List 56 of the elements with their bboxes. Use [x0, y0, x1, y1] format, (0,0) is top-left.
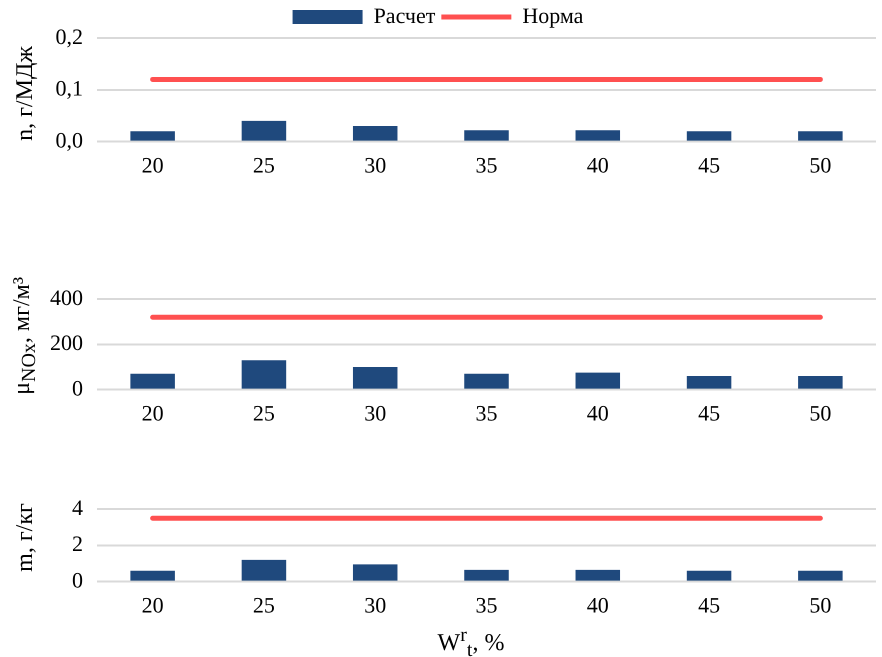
legend-label: Норма	[522, 2, 584, 28]
bar	[130, 374, 175, 389]
x-tick-label: 50	[809, 152, 832, 178]
bar	[464, 374, 509, 389]
x-tick-label: 40	[586, 400, 609, 426]
y-tick-label: 0,1	[56, 76, 83, 101]
x-axis-title: W$^{r}$$_{t}$, %	[436, 624, 506, 657]
bar	[576, 372, 620, 389]
y-tick-label: 0	[72, 375, 83, 400]
y-tick-label: 0,2	[56, 24, 83, 49]
x-tick-label: 25	[252, 592, 275, 618]
x-tick-label: 35	[476, 400, 498, 426]
y-tick-label: 0	[72, 567, 83, 592]
x-tick-label: 25	[252, 400, 275, 426]
y-tick-label: 200	[50, 330, 83, 356]
x-tick-label: 20	[142, 152, 164, 178]
x-tick-label: 20	[142, 592, 164, 618]
bar	[798, 131, 843, 141]
x-tick-label: 30	[364, 400, 386, 426]
bar	[130, 131, 175, 141]
x-tick-label: 35	[476, 152, 498, 178]
x-tick-label: 45	[698, 592, 720, 618]
y-axis-title: m, г/кг	[12, 502, 38, 572]
x-tick-label: 50	[809, 400, 832, 426]
bar	[686, 570, 732, 581]
x-tick-label: 25	[252, 152, 275, 178]
bar	[352, 564, 398, 581]
y-tick-label: 2	[72, 531, 83, 556]
y-tick-label: 0,0	[56, 127, 83, 152]
x-tick-label: 40	[586, 152, 609, 178]
bar	[686, 376, 732, 389]
x-tick-label: 20	[142, 400, 164, 426]
x-tick-label: 30	[364, 592, 386, 618]
bar	[798, 570, 843, 581]
bar	[130, 570, 175, 581]
bar	[576, 130, 620, 141]
bar	[576, 570, 620, 581]
bar	[242, 560, 286, 581]
x-tick-label: 35	[476, 592, 498, 618]
y-tick-label: 4	[72, 494, 83, 520]
y-axis-title: n, г/МДж	[12, 46, 38, 141]
y-tick-label: 400	[50, 284, 83, 310]
bar	[798, 376, 843, 389]
x-tick-label: 40	[586, 592, 609, 618]
bar	[242, 120, 286, 141]
bar	[464, 570, 509, 581]
bar	[686, 131, 732, 141]
x-tick-label: 45	[698, 400, 720, 426]
bar	[352, 367, 398, 389]
x-tick-label: 50	[809, 592, 832, 618]
x-tick-label: 45	[698, 152, 720, 178]
legend-label: Расчет	[374, 2, 436, 28]
bar	[464, 130, 509, 141]
bar	[352, 126, 398, 141]
bar	[242, 360, 286, 389]
x-tick-label: 30	[364, 152, 386, 178]
